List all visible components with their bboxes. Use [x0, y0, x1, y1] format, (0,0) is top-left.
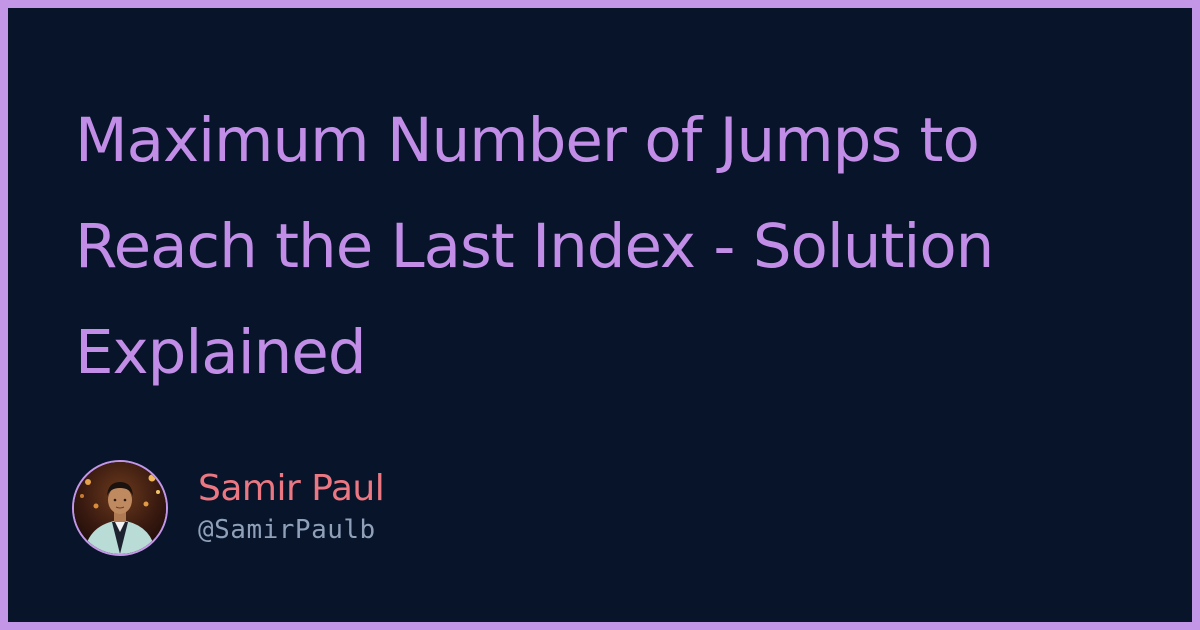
avatar [72, 460, 168, 556]
author-name: Samir Paul [198, 468, 385, 509]
page-title: Maximum Number of Jumps to Reach the Las… [75, 105, 994, 388]
social-card: Maximum Number of Jumps to Reach the Las… [8, 8, 1192, 622]
person-portrait-icon [74, 462, 166, 554]
author-block: Samir Paul @SamirPaulb [72, 459, 385, 557]
author-handle: @SamirPaulb [198, 515, 376, 545]
